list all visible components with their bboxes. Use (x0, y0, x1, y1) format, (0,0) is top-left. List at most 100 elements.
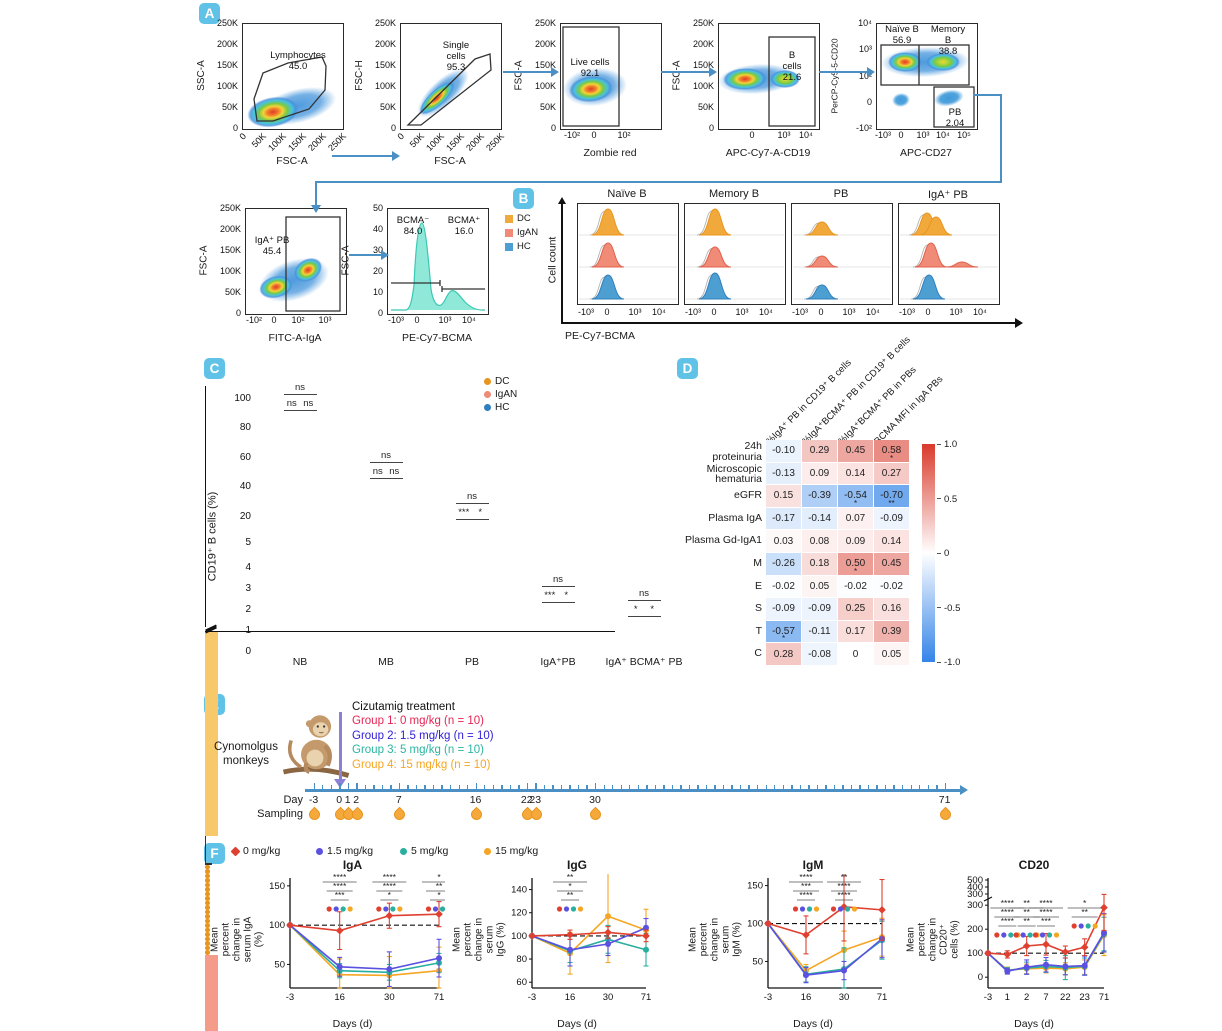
timeline-tick (313, 783, 315, 789)
heatmap-cell-value: -0.02 (880, 580, 903, 592)
bar-chart-ylabel: CD19⁺ B cells (%) (205, 416, 219, 656)
y-tick-label: 150 (269, 881, 285, 892)
legend-swatch-hc (505, 242, 513, 251)
timeline-tick (859, 785, 861, 789)
heatmap-cell: -0.02 (838, 575, 873, 598)
sig-dot (347, 906, 353, 912)
axis-tick-label: 10³ (438, 315, 452, 325)
gate-name: BCMA⁺ (447, 215, 481, 227)
axis-tick-label: 0 (414, 315, 420, 325)
arrowhead-right-icon (867, 67, 875, 77)
axis-tick-label: 100 (234, 393, 251, 404)
chart-title: IgM (802, 858, 824, 872)
axis-tick-label: 50K (697, 102, 714, 112)
timeline-tick (603, 785, 605, 789)
data-point-marker (1081, 962, 1088, 969)
heatmap-cell-value: 0.14 (881, 535, 902, 547)
timeline-sampling-label: Sampling (257, 808, 303, 820)
data-point-marker (436, 955, 442, 962)
line-chart-igm: IgM Mean percent change in serum IgM (%) 5… (688, 858, 888, 1030)
sig-label: *** (544, 590, 556, 602)
axis-tick-label: 50 (372, 203, 383, 213)
histogram-frame (577, 203, 679, 305)
heatmap-cell: -0.09 (874, 507, 909, 530)
treatment-arrow (339, 712, 342, 780)
gate-percentage: 92.1 (580, 67, 600, 79)
x-tick-label: 71 (1099, 992, 1110, 1003)
y-tick-label: 150 (747, 881, 763, 892)
series-line (531, 927, 647, 951)
chart-ylabel-text: Mean percent change in serum IgG (%) (451, 917, 507, 961)
scatter-dot (205, 918, 210, 924)
subject-label: Cynomolgus monkeys (214, 741, 278, 767)
heatmap-cell-value: 0.28 (773, 648, 794, 660)
sig-stars: * (388, 890, 392, 900)
sig-label: ns (294, 382, 306, 393)
axis-tick-label: 250K (374, 18, 396, 28)
flow-plot-ylabel: SSC-A (194, 23, 208, 128)
heatmap-cell: 0.14 (874, 530, 909, 552)
gate-label: PB 2.04 (946, 107, 965, 130)
axis-tick-label: 10³ (949, 307, 963, 317)
axis-tick-label: 0 (550, 123, 556, 133)
sig-label: * (478, 506, 483, 518)
heatmap-cell-value: 0.09 (809, 467, 830, 479)
legend-dot (484, 404, 491, 411)
heatmap-cell-value: -0.57 (772, 626, 795, 638)
heatmap-row-label: C (754, 647, 762, 660)
flow-plot-frame: Live cells 92.1 (560, 23, 662, 130)
timeline-tick (816, 785, 819, 789)
timeline-tick (492, 785, 495, 789)
x-tick-label: 2 (1024, 992, 1029, 1003)
legend-label: HC (517, 241, 531, 252)
axis-tick-label: 150K (374, 60, 396, 70)
heatmap-row-label: Plasma Gd-IgA1 (684, 534, 762, 547)
sig-dot (994, 932, 1000, 938)
heatmap-cell: 0.50 * (838, 553, 873, 576)
sig-bracket (455, 502, 489, 504)
data-point-marker (1003, 950, 1012, 959)
axis-tick-label: 0 (711, 307, 717, 317)
sig-dot (1046, 932, 1053, 938)
heatmap-cell: 0.05 (874, 643, 909, 665)
sig-stars: ** (1081, 907, 1088, 917)
sig-stars: **** (1039, 907, 1053, 917)
scatter-dot (205, 873, 210, 879)
legend-swatch-dc (505, 214, 513, 223)
axis-tick-label: 200K (534, 39, 556, 49)
heatmap-cell: 0.29 (802, 440, 837, 462)
timeline-tick (390, 785, 392, 789)
chart-title: IgA (342, 858, 363, 872)
y-tick-label: 50 (274, 959, 285, 970)
heatmap-cell: 0.27 (874, 462, 909, 485)
timeline-tick (910, 785, 912, 789)
density-blob (770, 69, 800, 88)
x-tick-label: 16 (334, 992, 345, 1003)
chart-xlabel: Days (d) (1014, 1018, 1054, 1030)
sig-dot (556, 906, 563, 912)
connector-line (315, 181, 1002, 184)
data-point-marker (604, 928, 612, 937)
monkey-illustration (282, 715, 350, 778)
flow-plot-frame: IgA⁺ PB 45.4 (245, 208, 347, 315)
panel-f-badge: F (204, 843, 225, 864)
data-point-marker (1061, 948, 1070, 956)
timeline-tick (475, 783, 477, 789)
x-tick-label: -3 (286, 992, 294, 1003)
timeline-tick (893, 785, 895, 789)
timeline-tick (884, 785, 887, 789)
gate-label: B cells 21.6 (779, 50, 806, 84)
heatmap-cell-value: 0 (852, 648, 859, 660)
heatmap-row-label: T (755, 624, 762, 637)
timeline-axis (305, 789, 960, 792)
sampling-droplet-icon (468, 806, 485, 823)
chart-ylabel: Mean percent change in serum IgG (%) (452, 874, 507, 1004)
gate-name: Naïve B (885, 24, 919, 36)
treatment-group-label: Group 4: 15 mg/kg (n = 10) (352, 758, 491, 771)
axis-tick-label: 200K (219, 224, 241, 234)
dose-legend-item: 15 mg/kg (484, 845, 538, 857)
axis-tick-label: 10² (291, 315, 305, 325)
timeline-tick (791, 785, 793, 789)
